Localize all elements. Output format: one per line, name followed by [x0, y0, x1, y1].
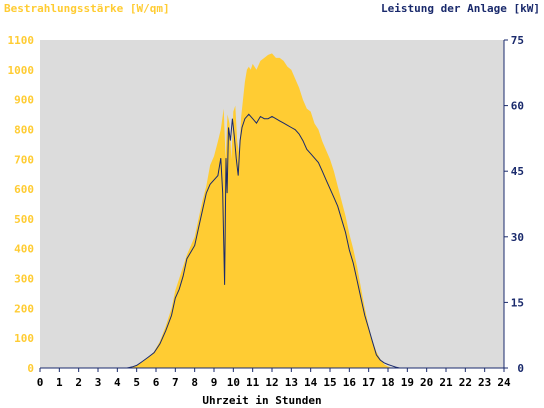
left-tick-label: 0 — [27, 362, 34, 375]
x-tick-label: 17 — [362, 376, 375, 389]
x-axis-ticks: 0 1 2 3 4 5 6 7 8 9 10 11 12 13 14 15 16 17 18 19 20 21 22 23 24 — [37, 368, 511, 389]
x-tick-label: 11 — [246, 376, 260, 389]
right-tick-label: 75 — [511, 34, 524, 47]
left-tick-label: 1100 — [8, 34, 35, 47]
x-tick-label: 24 — [497, 376, 511, 389]
x-tick-label: 16 — [343, 376, 357, 389]
x-tick-label: 12 — [265, 376, 278, 389]
irradiance-area — [40, 53, 504, 369]
x-tick-label: 8 — [191, 376, 198, 389]
x-tick-label: 18 — [381, 376, 394, 389]
x-tick-label: 20 — [420, 376, 433, 389]
x-tick-label: 5 — [133, 376, 140, 389]
x-tick-label: 1 — [56, 376, 63, 389]
x-tick-label: 13 — [285, 376, 298, 389]
left-tick-label: 800 — [14, 123, 34, 136]
right-axis-ticks: 0 15 30 45 60 75 — [504, 34, 524, 375]
x-tick-label: 9 — [211, 376, 218, 389]
x-tick-label: 4 — [114, 376, 121, 389]
x-axis-title: Uhrzeit in Stunden — [202, 394, 321, 407]
x-tick-label: 3 — [95, 376, 102, 389]
x-tick-label: 15 — [323, 376, 336, 389]
right-tick-label: 60 — [511, 100, 524, 113]
left-tick-label: 200 — [14, 302, 34, 315]
x-tick-label: 6 — [153, 376, 160, 389]
left-tick-label: 100 — [14, 332, 34, 345]
left-tick-label: 900 — [14, 94, 34, 107]
x-tick-label: 7 — [172, 376, 179, 389]
left-tick-label: 700 — [14, 153, 34, 166]
left-tick-label: 600 — [14, 183, 34, 196]
right-tick-label: 15 — [511, 296, 524, 309]
x-tick-label: 23 — [478, 376, 491, 389]
right-tick-label: 0 — [517, 362, 524, 375]
left-tick-label: 400 — [14, 243, 34, 256]
left-tick-label: 300 — [14, 273, 34, 286]
left-tick-label: 1000 — [8, 64, 35, 77]
left-axis-ticks: 0 100 200 300 400 500 600 700 800 900 1000 1100 — [8, 34, 35, 375]
x-tick-label: 2 — [75, 376, 82, 389]
left-axis-title: Bestrahlungsstärke [W/qm] — [4, 2, 170, 15]
power-line — [40, 113, 504, 369]
x-tick-label: 10 — [227, 376, 240, 389]
x-tick-label: 21 — [439, 376, 453, 389]
x-tick-label: 14 — [304, 376, 318, 389]
x-tick-label: 22 — [459, 376, 472, 389]
right-tick-label: 45 — [511, 165, 524, 178]
right-axis-title: Leistung der Anlage [kW] — [381, 2, 540, 15]
x-tick-label: 19 — [401, 376, 414, 389]
left-tick-label: 500 — [14, 213, 34, 226]
x-tick-label: 0 — [37, 376, 44, 389]
right-tick-label: 30 — [511, 231, 524, 244]
